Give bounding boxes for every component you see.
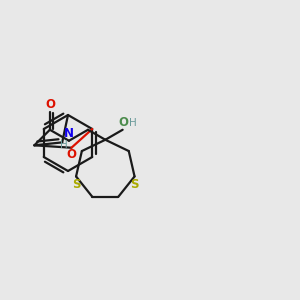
Text: O: O <box>66 148 76 161</box>
Text: O: O <box>45 98 55 111</box>
Text: N: N <box>64 127 74 140</box>
Text: S: S <box>130 178 139 191</box>
Text: S: S <box>72 178 80 191</box>
Text: O: O <box>118 116 129 129</box>
Text: H: H <box>60 140 68 150</box>
Text: H: H <box>129 118 136 128</box>
